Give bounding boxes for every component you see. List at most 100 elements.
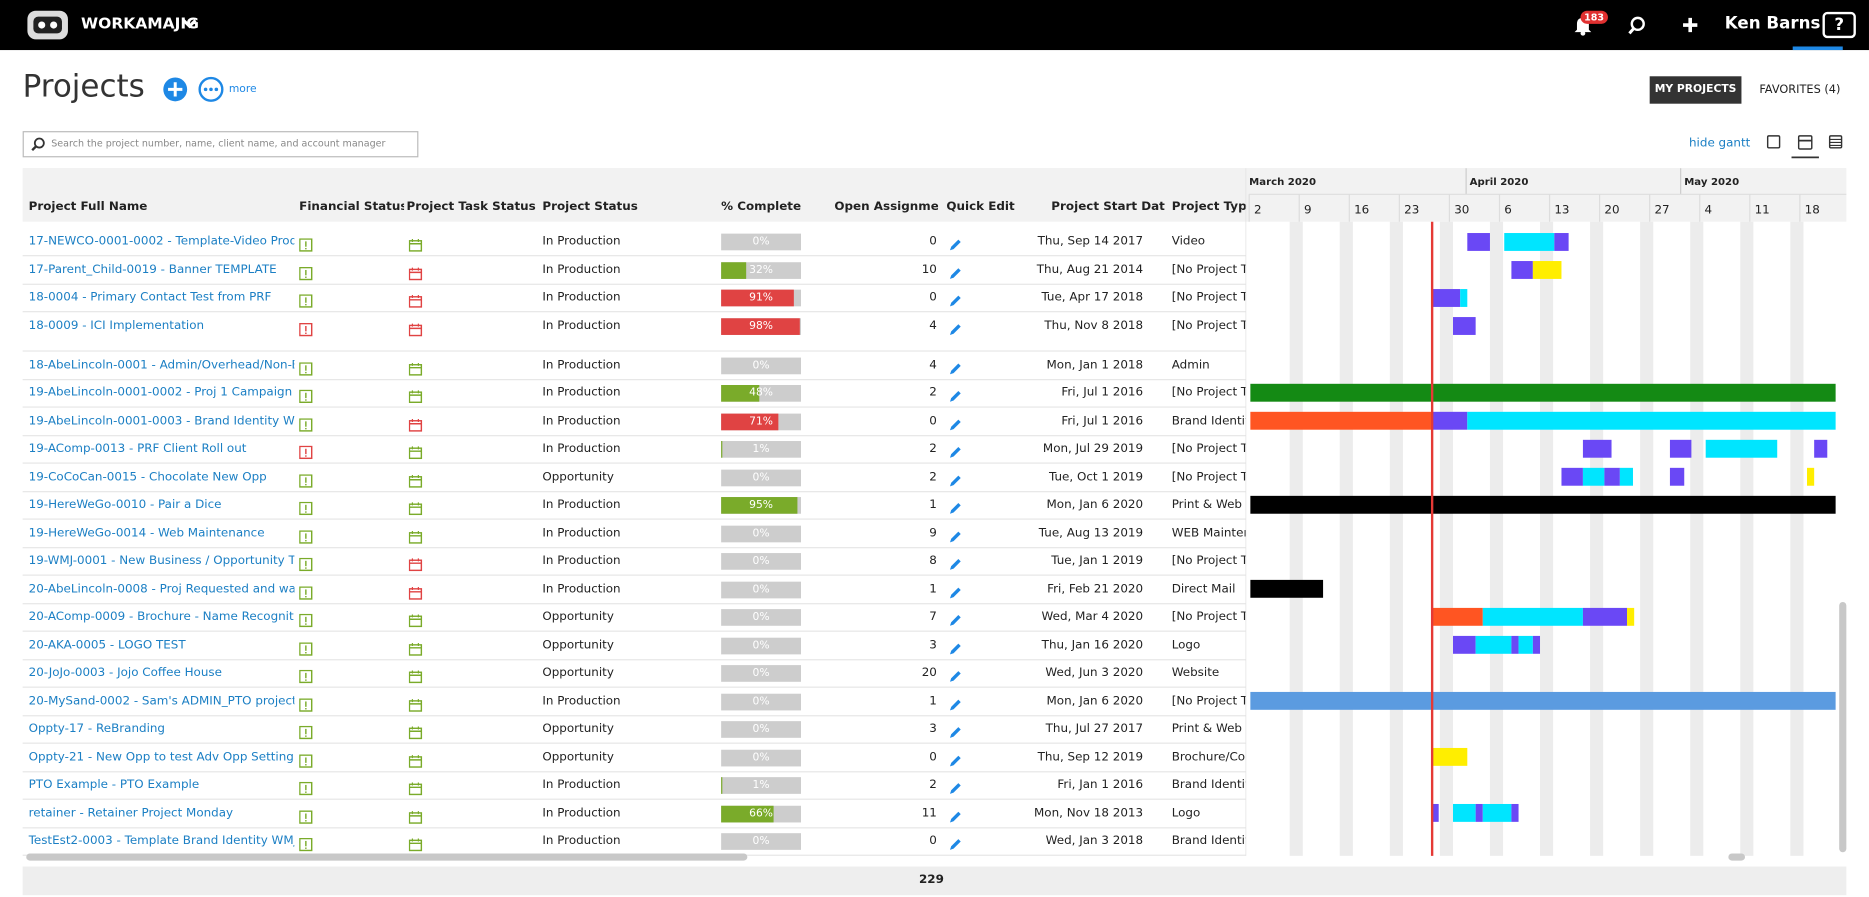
quick-edit-icon[interactable] (948, 750, 962, 773)
quick-edit-icon[interactable] (948, 235, 962, 258)
project-name[interactable]: 19-AbeLincoln-0001-0002 - Proj 1 Campaig… (28, 386, 295, 400)
search-box[interactable] (22, 131, 419, 158)
quick-edit-icon[interactable] (948, 666, 962, 689)
quick-edit-icon[interactable] (948, 638, 962, 661)
task-status-icon[interactable] (408, 666, 423, 689)
project-name[interactable]: 20-MySand-0002 - Sam's ADMIN_PTO project (28, 694, 295, 708)
project-name[interactable]: Oppty-21 - New Opp to test Adv Opp Setti… (28, 750, 295, 764)
financial-status-icon[interactable] (299, 358, 313, 381)
financial-status-icon[interactable] (299, 582, 313, 605)
hide-gantt-link[interactable]: hide gantt (1689, 137, 1751, 151)
column-header[interactable]: Project Full Name (28, 200, 148, 214)
task-status-icon[interactable] (408, 358, 423, 381)
quick-edit-icon[interactable] (948, 319, 962, 342)
project-name[interactable]: 18-0009 - ICI Implementation (28, 318, 205, 332)
task-status-icon[interactable] (408, 582, 423, 605)
column-header[interactable]: Project Status (542, 200, 638, 214)
task-status-icon[interactable] (408, 526, 423, 549)
column-header[interactable]: Project Task Status (406, 200, 536, 214)
task-status-icon[interactable] (408, 319, 423, 342)
task-status-icon[interactable] (408, 610, 423, 633)
project-name[interactable]: 19-AbeLincoln-0001-0003 - Brand Identity… (28, 414, 295, 428)
quick-edit-icon[interactable] (948, 526, 962, 549)
quick-edit-icon[interactable] (948, 414, 962, 437)
column-header[interactable]: Financial Status (299, 200, 405, 214)
financial-status-icon[interactable] (299, 806, 313, 829)
financial-status-icon[interactable] (299, 638, 313, 661)
task-status-icon[interactable] (408, 638, 423, 661)
add-project-button[interactable] (162, 76, 188, 102)
project-name[interactable]: TestEst2-0003 - Template Brand Identity … (28, 834, 295, 848)
financial-status-icon[interactable] (299, 526, 313, 549)
help-button[interactable]: ? (1822, 11, 1856, 39)
app-name[interactable]: WORKAMAJIG (81, 15, 199, 34)
financial-status-icon[interactable] (299, 554, 313, 577)
financial-status-icon[interactable] (299, 235, 313, 258)
project-name[interactable]: 19-HereWeGo-0010 - Pair a Dice (28, 498, 222, 512)
project-name[interactable]: 19-WMJ-0001 - New Business / Opportunity… (28, 554, 295, 568)
more-button[interactable] (198, 76, 224, 102)
quick-edit-icon[interactable] (948, 554, 962, 577)
favorites-tab[interactable]: FAVORITES (4) (1759, 83, 1841, 97)
project-name[interactable]: 20-JoJo-0003 - Jojo Coffee House (28, 666, 222, 680)
financial-status-icon[interactable] (299, 722, 313, 745)
task-status-icon[interactable] (408, 291, 423, 314)
column-header[interactable]: Project Start Date (1051, 200, 1165, 214)
quick-edit-icon[interactable] (948, 470, 962, 493)
financial-status-icon[interactable] (299, 319, 313, 342)
quick-edit-icon[interactable] (948, 834, 962, 857)
financial-status-icon[interactable] (299, 778, 313, 801)
more-label[interactable]: more (228, 83, 257, 96)
quick-edit-icon[interactable] (948, 291, 962, 314)
task-status-icon[interactable] (408, 722, 423, 745)
financial-status-icon[interactable] (299, 666, 313, 689)
project-name[interactable]: 17-Parent_Child-0019 - Banner TEMPLATE (28, 262, 277, 276)
task-status-icon[interactable] (408, 750, 423, 773)
quick-edit-icon[interactable] (948, 442, 962, 465)
financial-status-icon[interactable] (299, 834, 313, 857)
quick-edit-icon[interactable] (948, 582, 962, 605)
quick-edit-icon[interactable] (948, 694, 962, 717)
financial-status-icon[interactable] (299, 291, 313, 314)
financial-status-icon[interactable] (299, 694, 313, 717)
task-status-icon[interactable] (408, 498, 423, 521)
project-name[interactable]: 20-AComp-0009 - Brochure - Name Recognit… (28, 610, 295, 624)
task-status-icon[interactable] (408, 834, 423, 857)
search-icon[interactable] (1628, 15, 1647, 35)
task-status-icon[interactable] (408, 778, 423, 801)
quick-edit-icon[interactable] (948, 722, 962, 745)
financial-status-icon[interactable] (299, 442, 313, 465)
project-name[interactable]: retainer - Retainer Project Monday (28, 806, 234, 820)
user-name[interactable]: Ken Barns (1724, 14, 1821, 34)
project-name[interactable]: 17-NEWCO-0001-0002 - Template-Video Prod… (28, 234, 295, 248)
task-status-icon[interactable] (408, 386, 423, 409)
add-icon[interactable] (1682, 17, 1699, 34)
my-projects-tab[interactable]: MY PROJECTS (1649, 76, 1742, 104)
column-header[interactable]: Project Type N (1171, 200, 1247, 214)
task-status-icon[interactable] (408, 442, 423, 465)
quick-edit-icon[interactable] (948, 386, 962, 409)
quick-edit-icon[interactable] (948, 778, 962, 801)
h-scrollbar[interactable] (26, 853, 748, 861)
financial-status-icon[interactable] (299, 386, 313, 409)
column-header[interactable]: Quick Edit (946, 200, 1015, 214)
task-status-icon[interactable] (408, 414, 423, 437)
app-menu-chevron[interactable] (182, 18, 197, 30)
quick-edit-icon[interactable] (948, 806, 962, 829)
task-status-icon[interactable] (408, 554, 423, 577)
quick-edit-icon[interactable] (948, 610, 962, 633)
financial-status-icon[interactable] (299, 263, 313, 286)
project-name[interactable]: 18-0004 - Primary Contact Test from PRF (28, 290, 272, 304)
task-status-icon[interactable] (408, 694, 423, 717)
project-name[interactable]: Oppty-17 - ReBranding (28, 722, 166, 736)
v-scrollbar[interactable] (1839, 601, 1847, 853)
quick-edit-icon[interactable] (948, 498, 962, 521)
task-status-icon[interactable] (408, 263, 423, 286)
financial-status-icon[interactable] (299, 610, 313, 633)
quick-edit-icon[interactable] (948, 263, 962, 286)
task-status-icon[interactable] (408, 806, 423, 829)
project-name[interactable]: 20-AKA-0005 - LOGO TEST (28, 638, 186, 652)
financial-status-icon[interactable] (299, 470, 313, 493)
project-name[interactable]: 19-CoCoCan-0015 - Chocolate New Opp (28, 470, 267, 484)
financial-status-icon[interactable] (299, 498, 313, 521)
